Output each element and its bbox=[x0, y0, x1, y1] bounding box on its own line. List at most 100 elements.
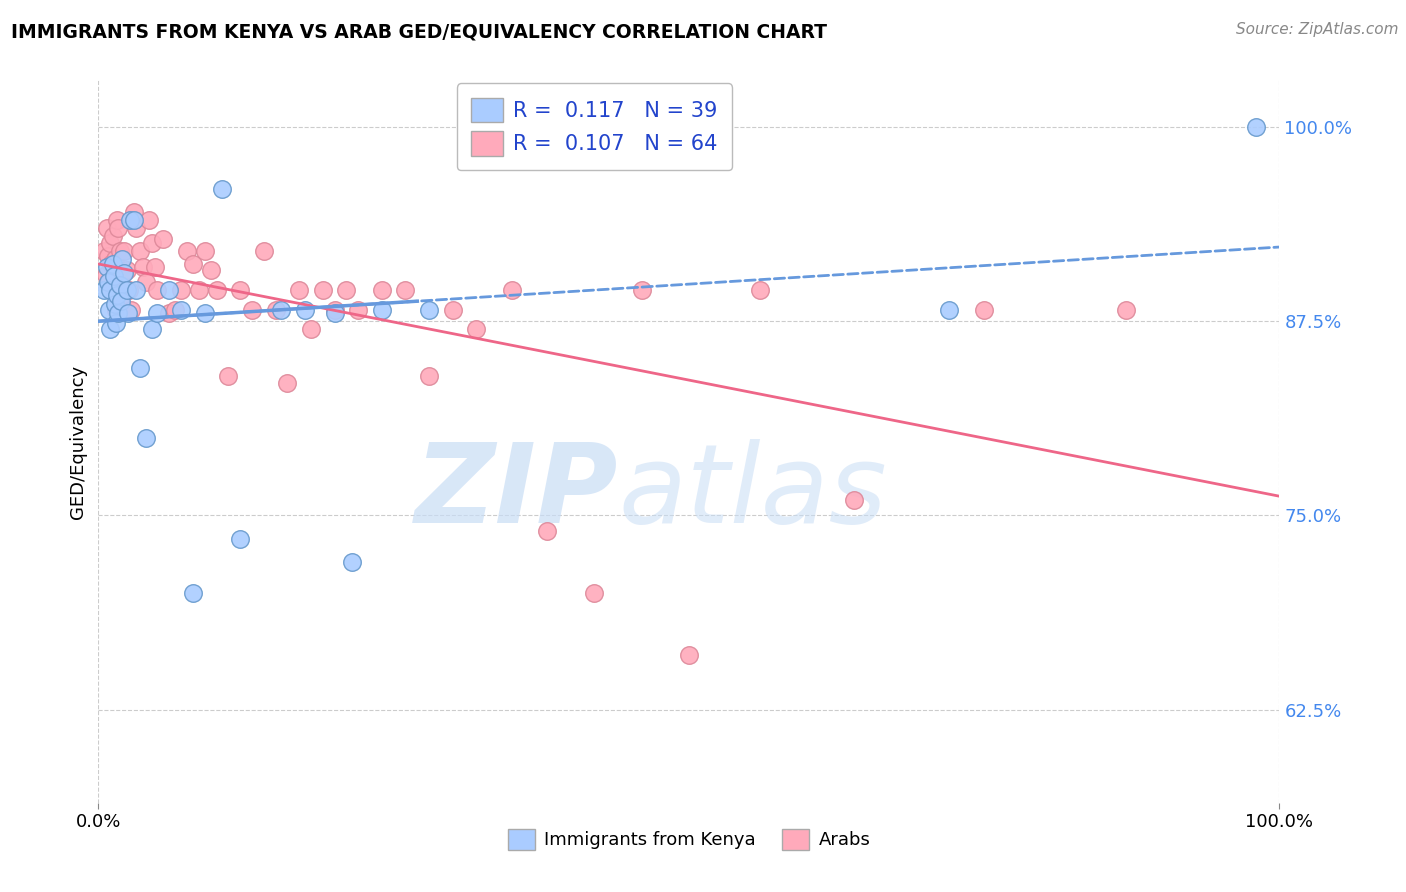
Point bbox=[176, 244, 198, 259]
Point bbox=[98, 322, 121, 336]
Point bbox=[105, 287, 128, 301]
Point bbox=[501, 283, 523, 297]
Point bbox=[121, 303, 143, 318]
Point bbox=[205, 283, 228, 297]
Point bbox=[181, 257, 204, 271]
Point bbox=[973, 303, 995, 318]
Point bbox=[118, 283, 141, 297]
Point bbox=[200, 263, 222, 277]
Point bbox=[678, 648, 700, 663]
Text: IMMIGRANTS FROM KENYA VS ARAB GED/EQUIVALENCY CORRELATION CHART: IMMIGRANTS FROM KENYA VS ARAB GED/EQUIVA… bbox=[11, 22, 827, 41]
Point bbox=[170, 283, 193, 297]
Point bbox=[98, 236, 121, 251]
Point bbox=[276, 376, 298, 391]
Point bbox=[98, 283, 121, 297]
Point bbox=[125, 220, 148, 235]
Point bbox=[217, 368, 239, 383]
Point bbox=[335, 283, 357, 297]
Point bbox=[211, 182, 233, 196]
Point bbox=[111, 299, 134, 313]
Point bbox=[323, 306, 346, 320]
Point bbox=[1244, 120, 1267, 134]
Point bbox=[112, 244, 135, 259]
Point bbox=[465, 322, 488, 336]
Point bbox=[110, 293, 132, 308]
Point bbox=[112, 266, 135, 280]
Point bbox=[93, 244, 115, 259]
Point bbox=[94, 268, 117, 282]
Point bbox=[98, 275, 121, 289]
Point bbox=[138, 213, 160, 227]
Point bbox=[105, 303, 128, 318]
Point bbox=[100, 257, 122, 271]
Point bbox=[108, 244, 131, 259]
Point bbox=[115, 283, 138, 297]
Point bbox=[264, 303, 287, 318]
Point bbox=[294, 303, 316, 318]
Legend: Immigrants from Kenya, Arabs: Immigrants from Kenya, Arabs bbox=[499, 820, 879, 859]
Point bbox=[630, 283, 652, 297]
Point bbox=[117, 306, 139, 320]
Point bbox=[96, 260, 118, 274]
Point bbox=[748, 283, 770, 297]
Point bbox=[187, 283, 209, 297]
Point bbox=[347, 303, 370, 318]
Point bbox=[103, 268, 125, 283]
Point bbox=[108, 278, 131, 293]
Point bbox=[120, 213, 142, 227]
Point bbox=[135, 275, 157, 289]
Point bbox=[270, 303, 292, 318]
Point bbox=[583, 586, 606, 600]
Point bbox=[157, 283, 180, 297]
Point bbox=[299, 322, 322, 336]
Point bbox=[105, 213, 128, 227]
Point bbox=[170, 303, 193, 318]
Point bbox=[342, 555, 364, 569]
Point bbox=[181, 586, 204, 600]
Point bbox=[288, 283, 311, 297]
Point bbox=[323, 303, 346, 318]
Point bbox=[97, 249, 120, 263]
Point bbox=[165, 303, 187, 318]
Point bbox=[146, 306, 169, 320]
Point bbox=[125, 283, 148, 297]
Point bbox=[132, 260, 155, 274]
Text: Source: ZipAtlas.com: Source: ZipAtlas.com bbox=[1236, 22, 1399, 37]
Point bbox=[157, 306, 180, 320]
Point bbox=[122, 205, 145, 219]
Point bbox=[418, 303, 440, 318]
Point bbox=[194, 244, 217, 259]
Point bbox=[240, 303, 263, 318]
Point bbox=[152, 232, 174, 246]
Point bbox=[96, 220, 118, 235]
Point bbox=[107, 306, 129, 320]
Point bbox=[844, 492, 866, 507]
Point bbox=[141, 322, 163, 336]
Point bbox=[229, 532, 252, 546]
Point bbox=[93, 283, 115, 297]
Point bbox=[418, 368, 440, 383]
Point bbox=[135, 431, 157, 445]
Point bbox=[143, 260, 166, 274]
Y-axis label: GED/Equivalency: GED/Equivalency bbox=[69, 365, 87, 518]
Point bbox=[146, 283, 169, 297]
Point bbox=[253, 244, 276, 259]
Point bbox=[101, 228, 124, 243]
Point bbox=[141, 236, 163, 251]
Point bbox=[115, 263, 138, 277]
Point bbox=[1115, 303, 1137, 318]
Point bbox=[104, 297, 127, 311]
Point bbox=[229, 283, 252, 297]
Point bbox=[101, 257, 124, 271]
Point bbox=[111, 252, 134, 266]
Text: atlas: atlas bbox=[619, 439, 887, 546]
Point bbox=[938, 303, 960, 318]
Point bbox=[98, 303, 121, 318]
Point bbox=[394, 283, 416, 297]
Point bbox=[194, 306, 217, 320]
Point bbox=[536, 524, 558, 538]
Point bbox=[312, 283, 335, 297]
Point bbox=[97, 275, 120, 289]
Point bbox=[371, 303, 394, 318]
Point bbox=[104, 252, 127, 266]
